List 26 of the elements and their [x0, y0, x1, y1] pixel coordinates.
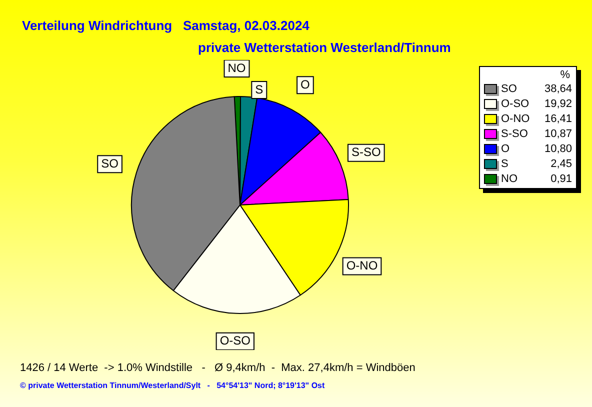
chart-subtitle: private Wetterstation Westerland/Tinnum: [198, 40, 451, 55]
data-label: 38,64: [544, 82, 572, 94]
data-label: 16,41: [544, 112, 572, 124]
text: 1426 / 14 Werte -> 1.0% Windstille - Ø 9,4km/h - Max. 27,4km/h = Windböen: [20, 362, 416, 374]
legend-label: O-NO: [501, 112, 531, 124]
slice-label: O-NO: [346, 258, 378, 273]
slice-label: NO: [228, 60, 246, 75]
legend-label: O-SO: [501, 98, 530, 110]
legend-label: S-SO: [501, 128, 529, 140]
data-label: 19,92: [544, 98, 572, 110]
slice-label: O-SO: [220, 334, 250, 348]
legend-label: NO: [501, 172, 518, 184]
text: © private Wetterstation Tinnum/Westerland/Sylt - 54°54'13" Nord; 8°19'13" Ost: [20, 381, 325, 390]
data-label: 10,80: [544, 142, 572, 154]
slice-label: S: [255, 82, 264, 96]
data-label: 2,45: [550, 158, 572, 170]
legend-label: S: [501, 158, 510, 170]
data-label: 0,91: [550, 172, 572, 184]
slice-label: S-SO: [351, 145, 381, 160]
slice-label: O: [300, 77, 310, 92]
legend-label: SO: [501, 82, 518, 94]
legend-title: %: [559, 69, 571, 81]
slice-label: SO: [101, 156, 118, 170]
chart-title: Verteilung Windrichtung Samstag, 02.03.2024: [22, 18, 310, 33]
data-label: 10,87: [544, 128, 572, 140]
legend-label: O: [501, 142, 511, 154]
